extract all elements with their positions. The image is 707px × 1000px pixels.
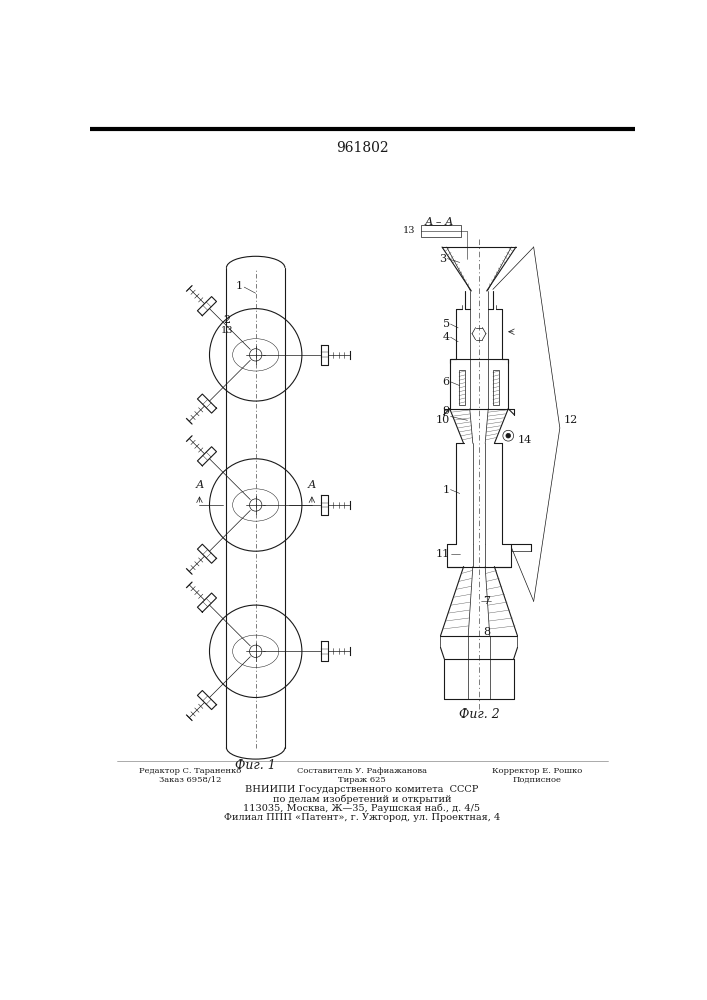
Text: 9: 9 — [443, 406, 450, 416]
Text: 10: 10 — [436, 415, 450, 425]
Text: 1: 1 — [236, 281, 243, 291]
Text: Фиг. 2: Фиг. 2 — [459, 708, 499, 721]
Text: 1: 1 — [443, 485, 450, 495]
Text: 113035, Москва, Ж—35, Раушская наб., д. 4/5: 113035, Москва, Ж—35, Раушская наб., д. … — [243, 804, 481, 813]
Text: 4: 4 — [443, 332, 450, 342]
Text: Фиг. 1: Фиг. 1 — [235, 759, 276, 772]
Text: 6: 6 — [443, 377, 450, 387]
Bar — [459, 370, 465, 405]
Text: А: А — [308, 480, 316, 490]
Text: 11: 11 — [436, 549, 450, 559]
Text: Филиал ППП «Патент», г. Ужгород, ул. Проектная, 4: Филиал ППП «Патент», г. Ужгород, ул. Про… — [224, 813, 500, 822]
Text: 14: 14 — [518, 435, 532, 445]
Text: 5: 5 — [443, 319, 450, 329]
Text: 8: 8 — [483, 627, 490, 637]
Text: ВНИИПИ Государственного комитета  СССР: ВНИИПИ Государственного комитета СССР — [245, 785, 479, 794]
Text: Заказ 6958/12: Заказ 6958/12 — [159, 776, 221, 784]
Text: Подписное: Подписное — [513, 776, 561, 784]
Circle shape — [506, 433, 510, 438]
Text: по делам изобретений и открытий: по делам изобретений и открытий — [273, 794, 451, 804]
Text: Составитель У. Рафиажанова: Составитель У. Рафиажанова — [297, 767, 427, 775]
Bar — [493, 370, 499, 405]
Text: 961802: 961802 — [336, 141, 388, 155]
Text: А: А — [195, 480, 204, 490]
Text: 7: 7 — [483, 596, 490, 606]
Text: Редактор С. Тараненко: Редактор С. Тараненко — [139, 767, 241, 775]
Text: Тираж 625: Тираж 625 — [338, 776, 386, 784]
Text: 12: 12 — [563, 415, 578, 425]
Text: А – А: А – А — [425, 217, 455, 227]
Text: Корректор Е. Рошко: Корректор Е. Рошко — [491, 767, 582, 775]
Text: 13: 13 — [221, 326, 233, 335]
Bar — [421, 225, 461, 237]
Text: 13: 13 — [402, 226, 415, 235]
Text: 3: 3 — [440, 254, 447, 264]
Text: 2: 2 — [223, 315, 230, 325]
